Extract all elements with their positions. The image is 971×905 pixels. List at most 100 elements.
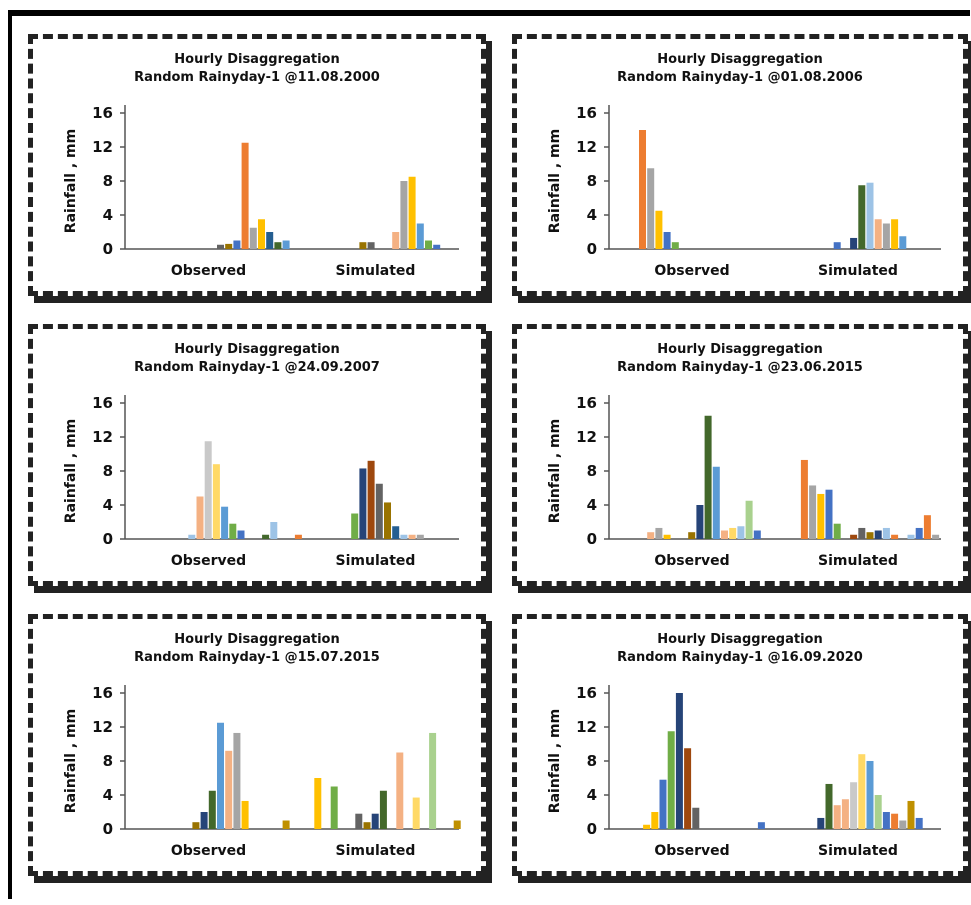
bar [375, 483, 383, 539]
bar [355, 813, 363, 829]
bar [675, 693, 683, 829]
y-tick-label: 8 [587, 172, 597, 190]
bar [425, 240, 432, 249]
bar [704, 415, 712, 539]
bar [429, 732, 437, 829]
bar [817, 493, 825, 539]
y-tick-label: 4 [103, 206, 113, 224]
chart-subtitle: Random Rainyday-1 @11.08.2000 [134, 70, 380, 85]
bar [643, 824, 651, 829]
chart-title: Hourly Disaggregation [657, 632, 822, 647]
y-axis-label: Rainfall , mm [63, 129, 79, 233]
bar [651, 812, 659, 829]
bar [229, 523, 237, 539]
bar [800, 459, 808, 539]
x-category-label: Observed [654, 553, 729, 569]
bar [396, 752, 404, 829]
bar [400, 181, 408, 249]
y-axis-label: Rainfall , mm [547, 709, 563, 813]
bar [241, 800, 249, 829]
bar [891, 534, 899, 539]
bar [282, 240, 290, 249]
bar [221, 506, 229, 539]
bar [866, 532, 874, 539]
bar [899, 820, 907, 829]
y-tick-label: 12 [576, 718, 597, 736]
y-tick-label: 4 [587, 496, 597, 514]
bar [667, 731, 675, 829]
bar [696, 505, 704, 539]
bar [274, 242, 282, 249]
chart-subtitle: Random Rainyday-1 @01.08.2006 [617, 70, 863, 85]
bar [874, 530, 882, 539]
bar [233, 732, 241, 829]
bar [412, 797, 420, 829]
bar [400, 534, 408, 539]
bar [314, 778, 322, 829]
bar [882, 812, 890, 829]
bar [850, 782, 858, 829]
chart-svg: Hourly Disaggregation Random Rainyday-1 @… [547, 342, 941, 569]
bar [891, 813, 899, 829]
bar [217, 722, 224, 829]
bar [367, 242, 375, 249]
x-category-label: Simulated [818, 263, 898, 279]
y-tick-label: 8 [103, 462, 113, 480]
y-tick-label: 0 [103, 820, 113, 838]
x-category-label: Observed [171, 263, 246, 279]
bar [270, 522, 278, 539]
y-tick-label: 0 [587, 820, 597, 838]
y-tick-label: 16 [576, 104, 597, 122]
bar [367, 460, 375, 539]
chart-title: Hourly Disaggregation [657, 52, 822, 67]
bar [721, 530, 728, 539]
y-axis-label: Rainfall , mm [63, 709, 79, 813]
chart-panel-3: Hourly Disaggregation Random Rainyday-1 @… [28, 324, 486, 586]
chart-subtitle: Random Rainyday-1 @15.07.2015 [134, 650, 380, 665]
bar [639, 130, 646, 249]
bar [882, 527, 890, 539]
chart-svg: Hourly Disaggregation Random Rainyday-1 @… [547, 52, 941, 279]
bar [712, 466, 720, 539]
bar [882, 223, 890, 249]
x-category-label: Simulated [818, 553, 898, 569]
bar [359, 468, 367, 539]
bar [915, 817, 923, 829]
chart-panel-6: Hourly Disaggregation Random Rainyday-1 @… [512, 614, 968, 876]
bar [692, 807, 700, 829]
y-tick-label: 12 [576, 138, 597, 156]
bar [453, 820, 461, 829]
chart-panel-1: Hourly Disaggregation Random Rainyday-1 @… [28, 34, 486, 296]
bar [907, 800, 915, 829]
bar [833, 523, 841, 539]
bar [858, 527, 866, 539]
bar [416, 534, 424, 539]
chart-title: Hourly Disaggregation [174, 342, 339, 357]
bar [204, 441, 212, 539]
bar [200, 812, 208, 829]
bar [384, 502, 391, 539]
bar [932, 534, 940, 539]
bar [392, 526, 400, 539]
bar [363, 822, 371, 829]
bar [891, 219, 899, 249]
bar [408, 534, 416, 539]
y-tick-label: 0 [587, 240, 597, 258]
bar [416, 223, 424, 249]
bar [745, 500, 753, 539]
bar [899, 236, 907, 249]
x-category-label: Observed [654, 843, 729, 859]
y-tick-label: 16 [92, 104, 113, 122]
bar [237, 530, 245, 539]
y-tick-label: 8 [587, 462, 597, 480]
x-category-label: Simulated [336, 553, 416, 569]
bar [258, 219, 265, 249]
bar [249, 227, 257, 249]
y-tick-label: 12 [92, 428, 113, 446]
bar [241, 142, 249, 249]
chart-title: Hourly Disaggregation [174, 632, 339, 647]
chart-title: Hourly Disaggregation [657, 342, 822, 357]
bar [266, 232, 274, 249]
bar [294, 534, 302, 539]
bar [379, 790, 387, 829]
